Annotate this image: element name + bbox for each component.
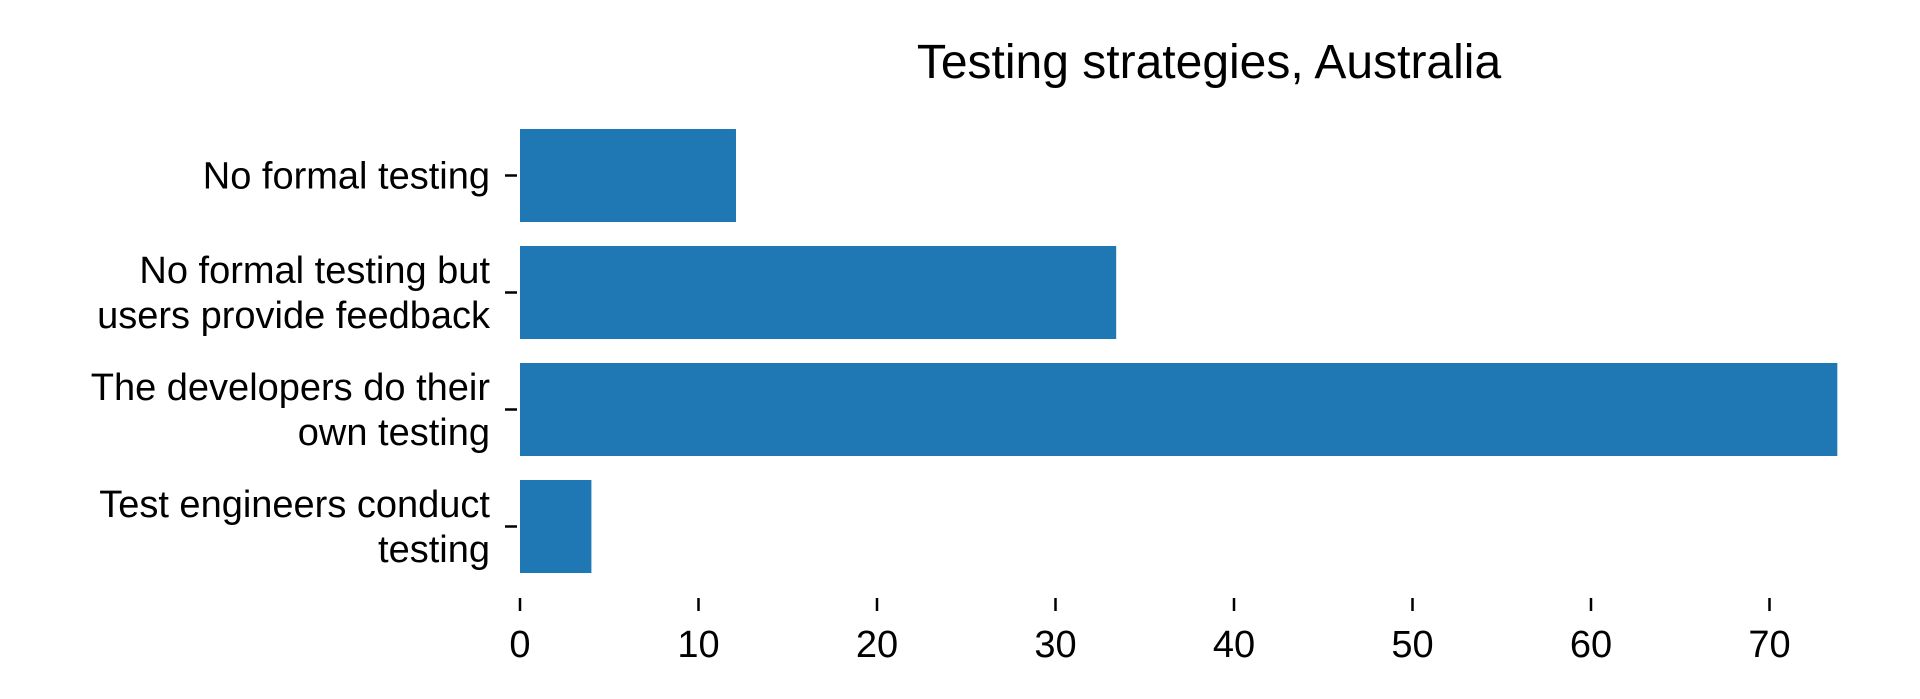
x-tick-label: 60	[1570, 624, 1612, 666]
chart-title: Testing strategies, Australia	[917, 36, 1502, 89]
category-label: No formal testing but users provide feedb…	[97, 250, 491, 337]
x-tick-label: 10	[677, 624, 719, 666]
x-tick-label: 70	[1748, 624, 1790, 666]
x-axis: 0 10 20 30 40 50 60 70	[509, 598, 1791, 666]
x-tick-label: 40	[1213, 624, 1255, 666]
x-tick-label: 50	[1391, 624, 1433, 666]
category-label: Test engineers conduct testing	[99, 484, 490, 571]
category-label: The developers do their own testing	[91, 367, 491, 454]
bar-0	[520, 129, 736, 222]
bar-1	[520, 246, 1117, 339]
x-tick-label: 20	[856, 624, 898, 666]
y-axis: No formal testing No formal testing but us…	[91, 156, 517, 571]
x-tick-label: 0	[509, 624, 530, 666]
x-tick-label: 30	[1034, 624, 1076, 666]
bars-layer	[520, 129, 1838, 573]
category-label: No formal testing	[203, 156, 490, 198]
bar-3	[520, 480, 592, 573]
bar-2	[520, 363, 1838, 456]
